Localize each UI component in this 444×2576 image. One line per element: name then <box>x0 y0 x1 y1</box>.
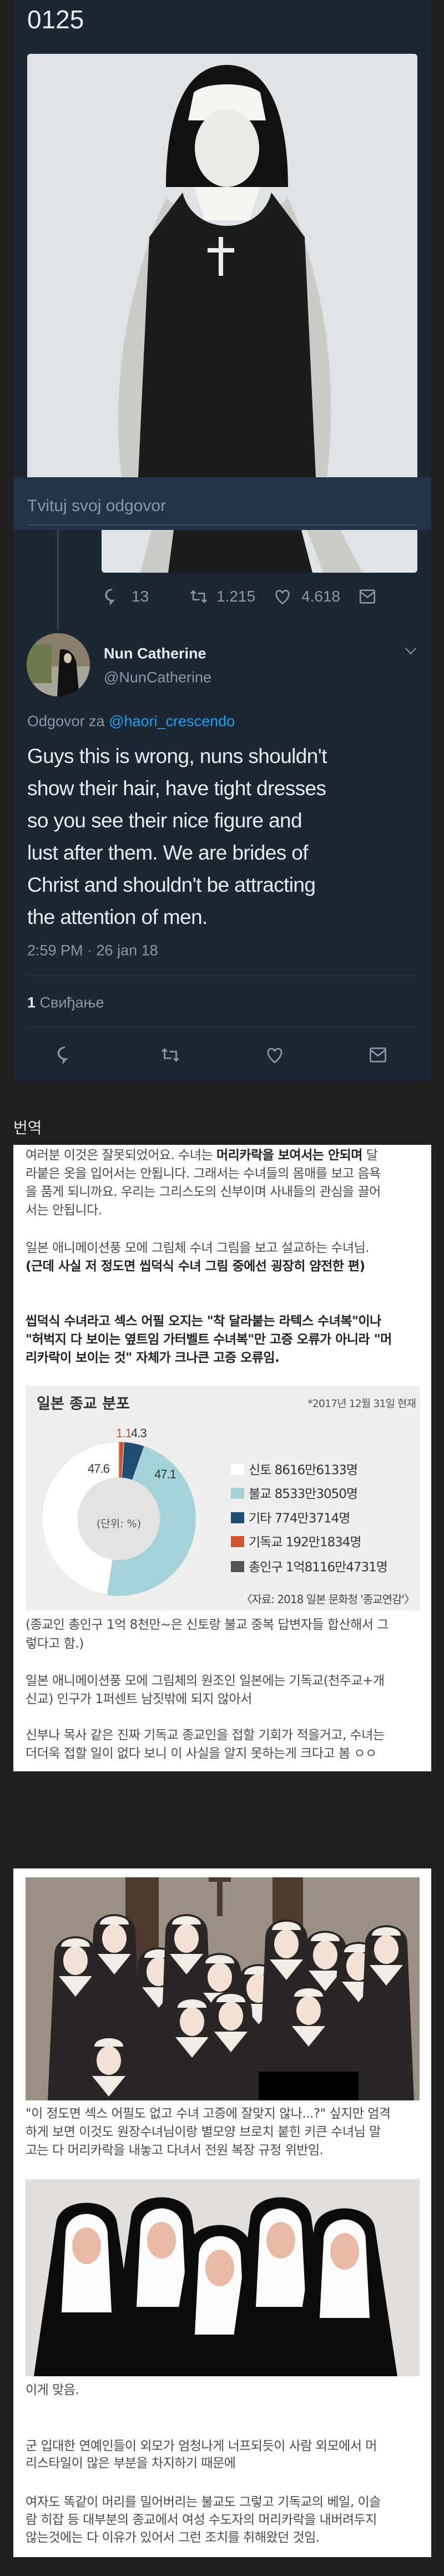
mail-icon[interactable] <box>368 1045 388 1065</box>
text-line: 람 히잡 등 대부분의 종교에서 여성 수도자의 머리카락을 내버려두지 <box>26 2513 377 2527</box>
likes-summary[interactable]: 1 Свиђање <box>27 994 104 1011</box>
legend-swatch <box>231 1536 244 1547</box>
legend-label: 불교 8533만3050명 <box>249 1487 358 1502</box>
tweet-text-line: the attention of men. <box>27 906 208 928</box>
explanation-paragraph: "이 정도면 섹스 어필도 없고 수녀 고증에 잘맞지 않나...?" 싶지만 … <box>26 2105 421 2160</box>
text-line: 더더욱 접할 일이 없다 보니 이 사실을 알지 못하는게 크다고 봄 ㅇㅇ <box>26 1746 377 1761</box>
reply-icon[interactable] <box>55 1045 75 1065</box>
anime-nuns-group-image[interactable] <box>26 1877 420 2100</box>
thread-line <box>57 530 59 630</box>
reply-box[interactable]: Tvituj svoj odgovor <box>13 477 431 530</box>
text-line: 일본 애니메이션풍 모에 그림체 수녀 그림을 보고 설교하는 수녀님. <box>26 1241 370 1255</box>
reply-input[interactable]: Tvituj svoj odgovor <box>27 497 167 515</box>
text-line: 서는 안됩니다. <box>26 1203 102 1218</box>
chart-note: *2017년 12월 31일 현재 <box>307 1397 416 1410</box>
slice-value-label: 47.6 <box>88 1462 110 1476</box>
legend-label: 기독교 192만1834명 <box>249 1535 362 1550</box>
bold-text: 머리카락을 보여서는 안되며 <box>216 1148 362 1163</box>
heart-icon[interactable] <box>265 1045 285 1065</box>
chevron-down-icon[interactable] <box>404 645 417 657</box>
anime-nun-image[interactable] <box>27 54 417 477</box>
reply-to-link[interactable]: @haori_crescendo <box>109 713 235 730</box>
reply-input-underline <box>27 524 417 526</box>
text-line: 신부나 목사 같은 진짜 기독교 종교인을 접할 기회가 적을거고, 수녀는 <box>26 1728 385 1742</box>
text-line: 군 입대한 연예인들이 외모가 엄청나게 너프되듯이 사람 외모에서 머 <box>26 2439 377 2453</box>
text: 달 <box>362 1148 378 1163</box>
text-line: 이게 맞음. <box>26 2383 79 2397</box>
anime-nun-image-continued[interactable] <box>102 530 417 573</box>
donut-hole <box>78 1478 160 1560</box>
retweet-icon[interactable] <box>159 1045 182 1065</box>
avatar[interactable] <box>27 633 90 696</box>
legend-label: 신토 8616만6133명 <box>249 1463 358 1478</box>
text-line: 하게 보면 이것도 원장수녀님이랑 별모양 브로치 붙힌 키큰 수녀님 말 <box>26 2125 381 2139</box>
tweet-text-line: so you see their nice figure and <box>27 809 302 832</box>
text-line: 일본 애니메이션풍 모에 그림체의 원조인 일본에는 기독교(천주교+개 <box>26 1674 385 1688</box>
tweet-timestamp[interactable]: 2:59 PM · 26 jan 18 <box>27 942 158 959</box>
text-line: 고는 다 머리카락을 내놓고 다녀서 전원 복장 규정 위반임. <box>26 2143 324 2158</box>
tweet-header-title: 0125 <box>27 5 84 34</box>
legend-swatch <box>231 1464 244 1475</box>
translation-paragraph: 신부나 목사 같은 진짜 기독교 종교인을 접할 기회가 적을거고, 수녀는 더… <box>26 1726 421 1763</box>
religion-chart: 일본 종교 분포 *2017년 12월 31일 현재 (단위: %) 1.1 4.… <box>26 1386 420 1610</box>
slice-value-label: 47.1 <box>154 1467 176 1481</box>
text-line: 을 품게 되니까요. 우리는 그리스도의 신부이며 사내들의 관심을 끌어 <box>26 1185 381 1199</box>
text-line: "이 정도면 섹스 어필도 없고 수녀 고증에 잘맞지 않나...?" 싶지만 … <box>26 2107 391 2121</box>
legend-swatch <box>231 1512 244 1523</box>
divider <box>27 1027 417 1028</box>
translation-paragraph: 일본 애니메이션풍 모에 그림체의 원조인 일본에는 기독교(천주교+개 신교)… <box>26 1672 421 1709</box>
explanation-paragraph: 여자도 똑같이 머리를 밀어버리는 불교도 그렇고 기독교의 베일, 이슬 람 … <box>26 2493 421 2547</box>
retweet-icon[interactable] <box>188 587 210 606</box>
text-line: 라붙은 옷을 입어서는 안됩니다. 그래서는 수녀들의 몸매를 보고 음욕 <box>26 1166 381 1181</box>
reply-icon[interactable] <box>103 587 122 606</box>
legend-label: 총인구 1억8116만4731명 <box>249 1560 388 1575</box>
translation-paragraph: 일본 애니메이션풍 모에 그림체 수녀 그림을 보고 설교하는 수녀님. (근데… <box>26 1239 421 1276</box>
tweet-text-line: show their hair, have tight dresses <box>27 777 326 800</box>
text-line: 렇다고 함.) <box>26 1636 84 1651</box>
text: 여러분 이것은 잘못되었어요. 수녀는 <box>26 1148 216 1163</box>
real-nuns-photo[interactable] <box>26 2179 420 2376</box>
text-line: (종교인 총인구 1억 8천만~은 신토랑 불교 중복 답변자들 합산해서 그 <box>26 1618 389 1632</box>
legend-swatch <box>231 1488 244 1499</box>
chart-title: 일본 종교 분포 <box>37 1395 130 1413</box>
text-line: 리스타일이 많은 부분을 차지하기 때문에 <box>26 2456 236 2471</box>
slice-value-label: 4.3 <box>131 1426 147 1440</box>
bold-text-line: 씹덕식 수녀라고 섹스 어필 오지는 "착 달라붙는 라텍스 수녀복"이나 <box>26 1314 381 1329</box>
tweet-text-line: Christ and shouldn't be attracting <box>27 873 316 896</box>
reply-prefix: Odgovor za <box>27 713 105 730</box>
translation-paragraph: (종교인 총인구 1억 8천만~은 신토랑 불교 중복 답변자들 합산해서 그 … <box>26 1615 421 1653</box>
mail-icon[interactable] <box>358 587 377 606</box>
bold-text-line: (근데 사실 저 정도면 씹덕식 수녀 그림 중에선 굉장히 얌전한 편) <box>26 1259 365 1274</box>
slice-value-label: 1.1 <box>116 1426 132 1440</box>
explanation-paragraph: 이게 맞음. <box>26 2381 421 2400</box>
chart-center-label: (단위: %) <box>96 1518 142 1530</box>
translation-heading: 번역 <box>13 1119 42 1137</box>
likes-label: Свиђање <box>39 994 104 1011</box>
tweet-text-line: Guys this is wrong, nuns shouldn't <box>27 745 327 767</box>
retweet-count: 1.215 <box>216 588 256 605</box>
legend-label: 기타 774만3714명 <box>249 1511 350 1526</box>
legend-swatch <box>231 1561 244 1572</box>
text-line: 여자도 똑같이 머리를 밀어버리는 불교도 그렇고 기독교의 베일, 이슬 <box>26 2495 381 2509</box>
bold-text-line: "허벅지 다 보이는 옆트임 가터벨트 수녀복"만 고증 오류가 아니라 "머 <box>26 1332 392 1347</box>
tweet-text-line: lust after them. We are brides of <box>27 841 309 864</box>
reply-count: 13 <box>132 588 149 605</box>
like-count: 4.618 <box>301 588 341 605</box>
chart-source: 〈자료: 2018 일본 문화청 '종교연감'〉 <box>241 1593 415 1606</box>
heart-icon[interactable] <box>273 587 292 606</box>
reply-context: Odgovor za @haori_crescendo <box>27 714 235 729</box>
likes-count: 1 <box>27 994 36 1011</box>
text-line: 않는것에는 다 이유가 있어서 그런 조치를 취해왔던 것임. <box>26 2530 320 2545</box>
tweet-text: Guys this is wrong, nuns shouldn't show … <box>27 740 327 933</box>
explanation-paragraph: 군 입대한 연예인들이 외모가 엄청나게 너프되듯이 사람 외모에서 머 리스타… <box>26 2438 421 2472</box>
translation-paragraph: 여러분 이것은 잘못되었어요. 수녀는 머리카락을 보여서는 안되며 달 라붙은… <box>26 1146 421 1220</box>
author-name[interactable]: Nun Catherine <box>104 645 206 662</box>
donut-chart <box>41 1441 196 1597</box>
translation-paragraph-bold: 씹덕식 수녀라고 섹스 어필 오지는 "착 달라붙는 라텍스 수녀복"이나 "허… <box>26 1312 421 1367</box>
author-handle[interactable]: @NunCatherine <box>104 669 212 686</box>
bold-text-line: 리카락이 보이는 것" 자체가 크나큰 고증 오류임. <box>26 1351 280 1365</box>
text-line: 신교) 인구가 1퍼센트 남짓밖에 되지 않아서 <box>26 1692 252 1706</box>
